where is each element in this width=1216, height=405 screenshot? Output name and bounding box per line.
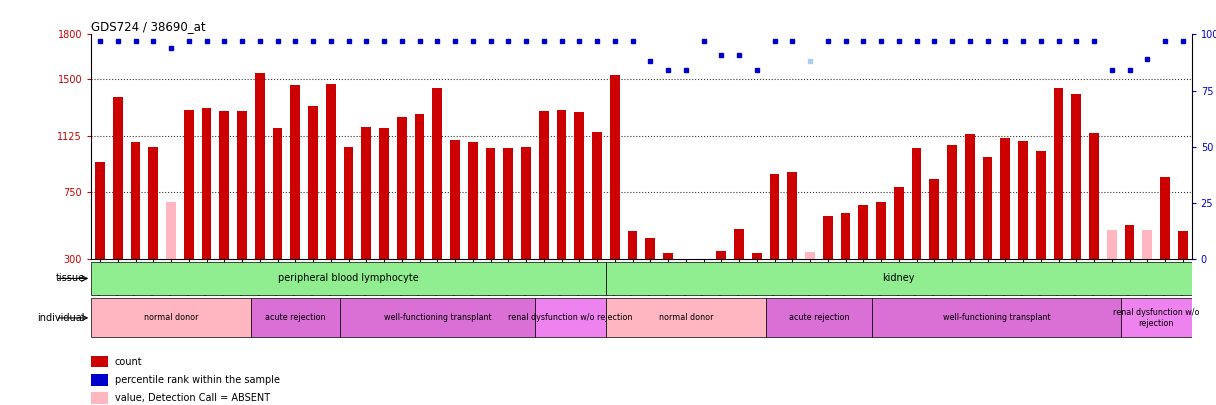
Bar xyxy=(823,216,833,259)
Bar xyxy=(872,298,1121,337)
Bar xyxy=(167,202,176,259)
Text: normal donor: normal donor xyxy=(143,313,198,322)
Bar xyxy=(485,147,495,259)
Bar xyxy=(894,187,903,259)
Bar xyxy=(450,140,460,259)
Bar xyxy=(1036,151,1046,259)
Text: value, Detection Call = ABSENT: value, Detection Call = ABSENT xyxy=(114,393,270,403)
Bar xyxy=(912,147,922,259)
Bar xyxy=(237,111,247,259)
Text: percentile rank within the sample: percentile rank within the sample xyxy=(114,375,280,385)
Bar xyxy=(606,262,1192,295)
Bar xyxy=(1107,230,1116,259)
Bar xyxy=(91,262,606,295)
Bar xyxy=(734,229,744,259)
Bar xyxy=(929,179,939,259)
Bar xyxy=(627,231,637,259)
Bar xyxy=(202,108,212,259)
Bar xyxy=(574,112,584,259)
Bar xyxy=(766,298,872,337)
Bar xyxy=(503,147,513,259)
Bar xyxy=(539,111,548,259)
Bar xyxy=(396,117,406,259)
Bar xyxy=(557,110,567,259)
Bar xyxy=(1178,231,1188,259)
Bar xyxy=(113,97,123,259)
Bar xyxy=(1054,88,1064,259)
Bar xyxy=(788,172,798,259)
Bar xyxy=(91,392,108,404)
Bar xyxy=(592,132,602,259)
Text: peripheral blood lymphocyte: peripheral blood lymphocyte xyxy=(278,273,420,283)
Text: individual: individual xyxy=(38,313,85,323)
Bar xyxy=(1018,141,1028,259)
Bar xyxy=(877,202,886,259)
Bar xyxy=(858,205,868,259)
Bar xyxy=(1142,230,1153,259)
Bar xyxy=(361,127,371,259)
Bar xyxy=(716,251,726,259)
Bar xyxy=(255,73,265,259)
Bar xyxy=(219,111,229,259)
Text: tissue: tissue xyxy=(56,273,85,283)
Bar xyxy=(646,238,655,259)
Bar xyxy=(339,298,535,337)
Bar xyxy=(250,298,339,337)
Bar xyxy=(983,157,992,259)
Bar xyxy=(379,128,389,259)
Text: acute rejection: acute rejection xyxy=(265,313,326,322)
Text: renal dysfunction w/o rejection: renal dysfunction w/o rejection xyxy=(508,313,632,322)
Bar xyxy=(522,147,531,259)
Bar xyxy=(415,114,424,259)
Text: well-functioning transplant: well-functioning transplant xyxy=(942,313,1051,322)
Bar xyxy=(95,162,105,259)
Bar xyxy=(344,147,354,259)
Bar xyxy=(535,298,606,337)
Bar xyxy=(840,213,850,259)
Bar xyxy=(770,174,779,259)
Bar xyxy=(610,75,620,259)
Bar xyxy=(805,252,815,259)
Bar xyxy=(606,298,766,337)
Bar xyxy=(663,253,672,259)
Bar xyxy=(947,145,957,259)
Text: well-functioning transplant: well-functioning transplant xyxy=(383,313,491,322)
Bar xyxy=(1001,138,1010,259)
Bar xyxy=(272,128,282,259)
Text: GDS724 / 38690_at: GDS724 / 38690_at xyxy=(91,20,206,33)
Bar xyxy=(184,110,193,259)
Bar xyxy=(91,356,108,367)
Text: count: count xyxy=(114,357,142,367)
Bar xyxy=(1160,177,1170,259)
Text: kidney: kidney xyxy=(883,273,916,283)
Bar xyxy=(91,298,250,337)
Bar xyxy=(308,106,317,259)
Bar xyxy=(291,85,300,259)
Bar xyxy=(326,84,336,259)
Text: renal dysfunction w/o
rejection: renal dysfunction w/o rejection xyxy=(1113,308,1199,328)
Bar xyxy=(130,142,141,259)
Bar xyxy=(91,374,108,386)
Bar xyxy=(148,147,158,259)
Bar xyxy=(966,134,975,259)
Bar xyxy=(751,253,761,259)
Bar xyxy=(1121,298,1192,337)
Bar xyxy=(699,259,709,260)
Text: acute rejection: acute rejection xyxy=(789,313,849,322)
Bar xyxy=(433,88,443,259)
Bar xyxy=(1125,225,1135,259)
Text: normal donor: normal donor xyxy=(659,313,713,322)
Bar xyxy=(1090,133,1099,259)
Bar xyxy=(1071,94,1081,259)
Bar xyxy=(468,142,478,259)
